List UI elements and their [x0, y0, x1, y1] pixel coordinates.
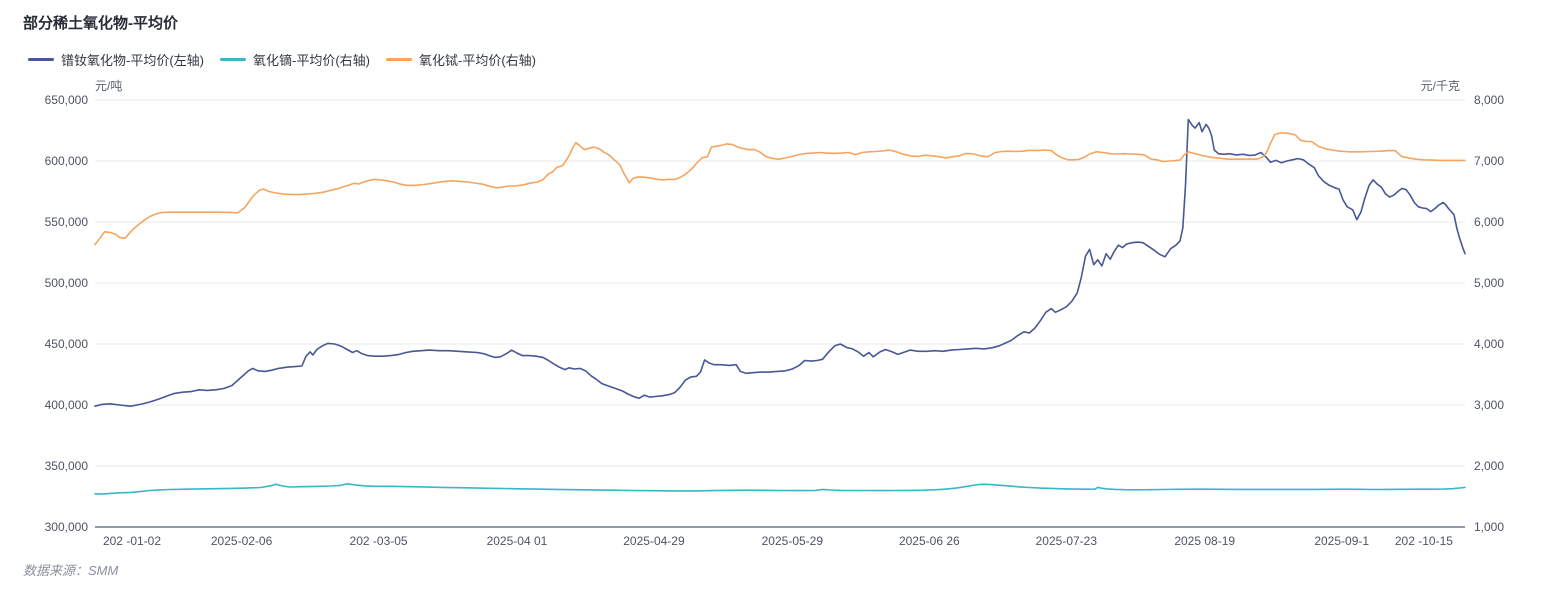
x-axis-tick-label: 2025-09-1 — [1314, 534, 1370, 548]
y-left-tick-label: 450,000 — [44, 337, 88, 351]
y-left-tick-label: 300,000 — [44, 520, 88, 534]
legend-label: 氧化铽-平均价(右轴) — [419, 53, 536, 68]
data-source-note: 数据来源：SMM — [23, 563, 119, 578]
line-swatch-icon — [220, 58, 246, 61]
line-swatch-icon — [386, 58, 412, 61]
y-right-tick-label: 1,000 — [1474, 520, 1505, 534]
x-axis-tick-label: 2025 08-19 — [1174, 534, 1236, 548]
x-axis-tick-label: 2025-04-29 — [623, 534, 685, 548]
y-left-tick-label: 550,000 — [44, 215, 88, 229]
legend-label: 氧化镝-平均价(右轴) — [253, 53, 370, 68]
legend-item-prnd-oxide[interactable]: 镨钕氧化物-平均价(左轴) — [28, 50, 204, 69]
series-line-2 — [94, 132, 1466, 246]
x-axis-tick-label: 2025-02-06 — [210, 534, 273, 548]
y-right-tick-label: 3,000 — [1474, 398, 1505, 412]
x-axis-tick-label: 202 -10-15 — [1394, 534, 1453, 548]
series-line-1 — [94, 482, 1466, 495]
y-left-axis-unit: 元/吨 — [95, 79, 123, 93]
y-left-tick-label: 600,000 — [44, 154, 88, 168]
series-line-0 — [94, 118, 1466, 408]
legend-item-dysprosium-oxide[interactable]: 氧化镝-平均价(右轴) — [220, 50, 370, 69]
y-left-tick-label: 400,000 — [44, 398, 88, 412]
legend-label: 镨钕氧化物-平均价(左轴) — [61, 53, 204, 68]
x-axis-tick-label: 2025-04 01 — [486, 534, 548, 548]
x-axis-tick-label: 202 -01-02 — [102, 534, 162, 548]
x-axis-tick-label: 2025-06 26 — [898, 534, 960, 548]
y-right-tick-label: 7,000 — [1474, 154, 1505, 168]
line-swatch-icon — [28, 58, 54, 61]
y-right-axis-unit: 元/千克 — [1420, 79, 1460, 93]
x-axis-tick-label: 2025-05-29 — [761, 534, 824, 548]
x-axis-tick-label: 2025-07-23 — [1035, 534, 1098, 548]
y-right-tick-label: 5,000 — [1474, 276, 1505, 290]
y-right-tick-label: 4,000 — [1474, 337, 1505, 351]
y-right-tick-label: 2,000 — [1474, 459, 1505, 473]
x-axis-tick-label: 202 -03-05 — [349, 534, 408, 548]
y-left-tick-label: 650,000 — [44, 93, 88, 107]
y-right-tick-label: 8,000 — [1474, 93, 1505, 107]
y-right-tick-label: 6,000 — [1474, 215, 1505, 229]
y-left-tick-label: 500,000 — [44, 276, 88, 290]
chart-title: 部分稀土氧化物-平均价 — [23, 15, 178, 32]
legend-item-terbium-oxide[interactable]: 氧化铽-平均价(右轴) — [386, 50, 536, 69]
legend: 镨钕氧化物-平均价(左轴) 氧化镝-平均价(右轴) 氧化铽-平均价(右轴) — [28, 50, 536, 69]
y-left-tick-label: 350,000 — [44, 459, 88, 473]
